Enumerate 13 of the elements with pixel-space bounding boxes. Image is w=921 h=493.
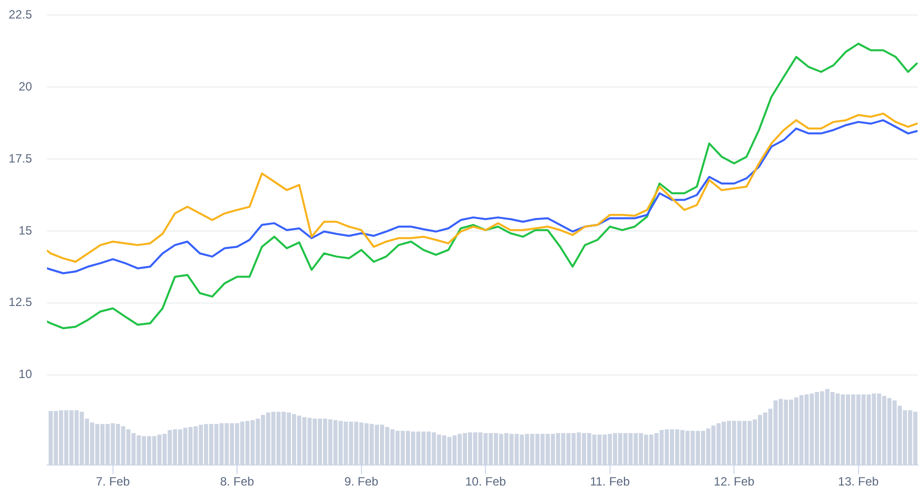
y-tick-label: 22.5 bbox=[8, 8, 32, 22]
x-tick-label: 10. Feb bbox=[465, 474, 506, 489]
y-tick-label: 17.5 bbox=[8, 151, 32, 166]
x-tick-label: 8. Feb bbox=[220, 474, 254, 489]
x-tick-label: 9. Feb bbox=[344, 474, 379, 489]
y-tick-label: 20 bbox=[18, 79, 32, 94]
y-tick-label: 15 bbox=[18, 223, 32, 238]
y-tick-label: 12.5 bbox=[8, 295, 32, 310]
x-tick-label: 11. Feb bbox=[590, 474, 630, 489]
x-tick-label: 13. Feb bbox=[838, 474, 880, 489]
x-tick-label: 7. Feb bbox=[96, 474, 130, 489]
y-tick-label: 10 bbox=[18, 367, 32, 382]
x-tick-label: 12. Feb bbox=[714, 474, 755, 489]
